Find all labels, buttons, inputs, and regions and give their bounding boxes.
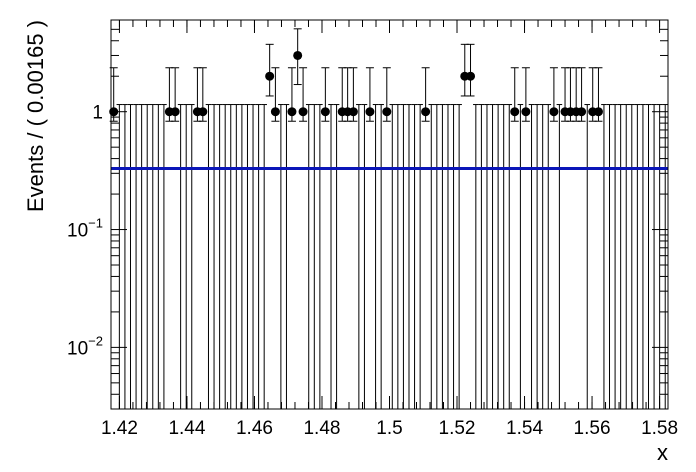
- data-point-marker: [521, 107, 531, 117]
- data-point-marker: [421, 107, 431, 117]
- data-point-marker: [348, 107, 358, 117]
- data-point-marker: [593, 107, 603, 117]
- x-tick-label: 1.56: [574, 418, 611, 439]
- y-tick-label: 10−1: [67, 216, 103, 242]
- x-tick-label: 1.54: [506, 418, 543, 439]
- data-point-marker: [270, 107, 280, 117]
- x-tick-label: 1.44: [168, 418, 205, 439]
- data-point-marker: [198, 107, 208, 117]
- x-axis: 1.42 1.44 1.46 1.48 1.5 1.52 1.54 1.56 1.58: [101, 20, 678, 439]
- data-point-marker: [466, 71, 476, 81]
- y-tick-label-exponent: −1: [88, 216, 103, 231]
- x-tick-label: 1.48: [303, 418, 340, 439]
- data-point-marker: [293, 50, 303, 60]
- data-point-marker: [170, 107, 180, 117]
- y-tick-label-base: 10: [67, 221, 88, 242]
- x-tick-label: 1.52: [439, 418, 476, 439]
- x-tick-label: 1.5: [376, 418, 402, 439]
- data-point-marker: [549, 107, 559, 117]
- x-tick-label: 1.42: [101, 418, 138, 439]
- y-tick-label-base: 10: [67, 338, 88, 359]
- error-bars: [116, 104, 668, 409]
- x-tick-label: 1.46: [236, 418, 273, 439]
- y-axis-title: Events / ( 0.00165 ): [23, 20, 48, 212]
- data-point-marker: [298, 107, 308, 117]
- data-points: [109, 28, 603, 122]
- data-point-marker: [265, 71, 275, 81]
- data-point-marker: [577, 107, 587, 117]
- y-tick-label: 10−2: [67, 333, 103, 359]
- data-point-marker: [287, 107, 297, 117]
- data-point-marker: [510, 107, 520, 117]
- x-axis-title: x: [657, 440, 668, 465]
- y-tick-label-exponent: −2: [88, 333, 103, 348]
- data-point-marker: [382, 107, 392, 117]
- x-tick-label: 1.58: [641, 418, 678, 439]
- y-axis: 110−110−2: [67, 19, 668, 410]
- data-point-marker: [320, 107, 330, 117]
- y-tick-label: 1: [92, 103, 103, 124]
- data-point-marker: [365, 107, 375, 117]
